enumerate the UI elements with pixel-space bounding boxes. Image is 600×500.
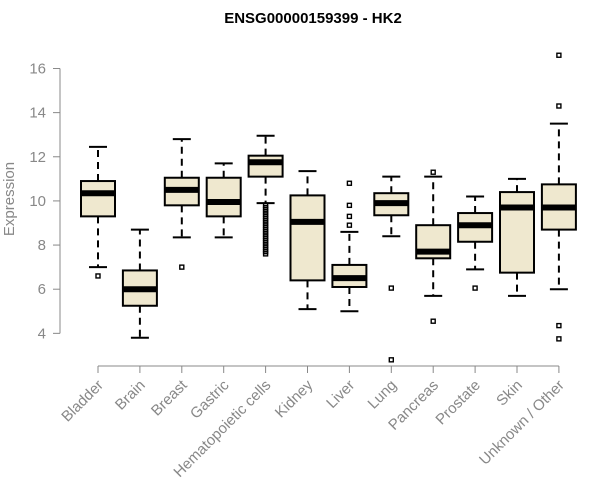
boxes-group xyxy=(80,52,577,363)
box-skin xyxy=(499,177,535,297)
outlier-point xyxy=(556,103,562,109)
x-tick-label: Liver xyxy=(323,377,358,412)
iqr-box xyxy=(289,194,326,282)
x-tick-label: Bladder xyxy=(58,377,107,426)
outlier-point xyxy=(346,180,353,186)
y-tick-label: 14 xyxy=(29,105,46,122)
outlier-point xyxy=(556,336,562,342)
iqr-box xyxy=(247,154,284,178)
x-tick-label: Skin xyxy=(493,377,526,410)
box-unknown-other xyxy=(540,52,577,342)
box-lung xyxy=(373,175,410,363)
x-tick-label: Breast xyxy=(148,376,191,419)
box-hematopoietic-cells xyxy=(247,134,284,257)
outlier-point xyxy=(346,202,353,209)
x-tick-label: Lung xyxy=(365,377,401,413)
y-tick-label: 16 xyxy=(29,60,46,77)
iqr-box xyxy=(499,191,535,274)
box-breast xyxy=(163,138,200,270)
y-tick-label: 10 xyxy=(29,193,46,210)
chart-title: ENSG00000159399 - HK2 xyxy=(224,10,402,27)
outlier-point xyxy=(388,285,394,291)
outlier-point xyxy=(346,213,353,220)
x-tick-label: Prostate xyxy=(432,377,484,429)
outlier-point xyxy=(346,222,353,228)
x-tick-label: Kidney xyxy=(272,376,317,421)
box-liver xyxy=(331,180,368,313)
outlier-point xyxy=(388,357,394,363)
box-prostate xyxy=(457,195,494,291)
outlier-point xyxy=(262,251,269,257)
box-brain xyxy=(121,228,158,339)
y-tick-label: 4 xyxy=(38,325,46,342)
y-tick-label: 6 xyxy=(38,281,46,298)
outlier-point xyxy=(556,322,562,329)
box-kidney xyxy=(289,170,326,311)
outlier-point xyxy=(179,264,185,270)
outlier-point xyxy=(556,52,562,58)
box-gastric xyxy=(205,162,242,239)
x-tick-label: Brain xyxy=(112,377,149,414)
iqr-box xyxy=(205,176,242,218)
box-bladder xyxy=(80,145,116,279)
y-axis: 4 6 8 10 12 14 16 xyxy=(29,60,61,342)
iqr-box xyxy=(80,180,116,218)
outlier-point xyxy=(430,318,436,324)
outlier-point xyxy=(95,273,101,279)
y-tick-label: 8 xyxy=(38,237,46,254)
y-axis-label: Expression xyxy=(1,162,18,236)
box-pancreas xyxy=(415,169,452,324)
y-tick-label: 12 xyxy=(29,149,46,166)
outlier-point xyxy=(430,169,436,175)
outlier-point xyxy=(472,285,478,291)
